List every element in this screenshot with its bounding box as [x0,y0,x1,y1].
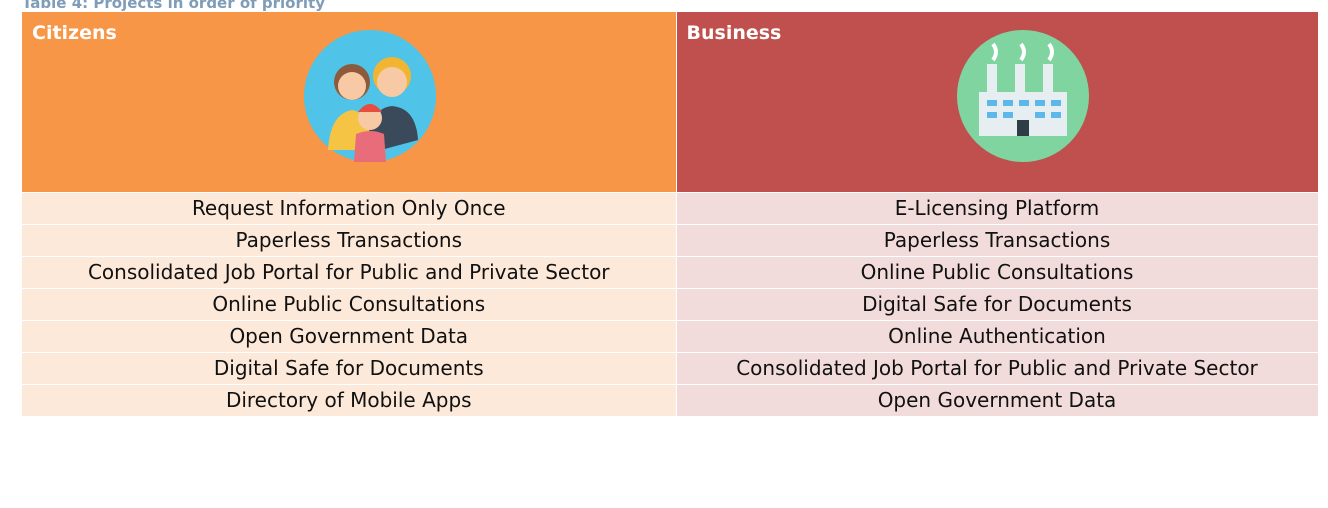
header-text: Business [686,22,782,44]
header-cell: Business [676,12,1319,193]
table-row: Consolidated Job Portal for Public and P… [22,256,1319,289]
table-cell: Digital Safe for Documents [676,288,1319,321]
table-cell: Digital Safe for Documents [22,352,677,385]
table-row: Paperless Transactions Paperless Transact… [22,224,1319,257]
table-cell: Paperless Transactions [22,224,677,257]
priority-table: Citizens Business Request Information On [22,12,1319,417]
header-cell: Citizens [22,12,677,193]
table-cell: Open Government Data [22,320,677,353]
table-cell: Online Public Consultations [22,288,677,321]
table-row: Open Government Data Online Authenticatio… [22,320,1319,353]
table-row: Directory of Mobile Apps Open Government … [22,384,1319,417]
table-cell: E-Licensing Platform [676,192,1319,225]
table-cell: Request Information Only Once [22,192,677,225]
table-cell: Online Authentication [676,320,1319,353]
table-row: Request Information Only Once E-Licensing… [22,192,1319,225]
table-row: Digital Safe for Documents Consolidated J… [22,352,1319,385]
business-icon [956,30,1089,162]
header-row: Citizens Business [22,12,1319,193]
table-cell: Paperless Transactions [676,224,1319,257]
table-cell: Consolidated Job Portal for Public and P… [676,352,1319,385]
table-cell: Consolidated Job Portal for Public and P… [22,256,677,289]
table-cell: Open Government Data [676,384,1319,417]
table-cell: Directory of Mobile Apps [22,384,677,417]
header-text: Citizens [32,22,117,44]
table-row: Online Public Consultations Digital Safe … [22,288,1319,321]
table-cell: Online Public Consultations [676,256,1319,289]
citizens-icon [304,30,436,162]
table-caption: Table 4: Projects in order of priority [22,0,325,12]
